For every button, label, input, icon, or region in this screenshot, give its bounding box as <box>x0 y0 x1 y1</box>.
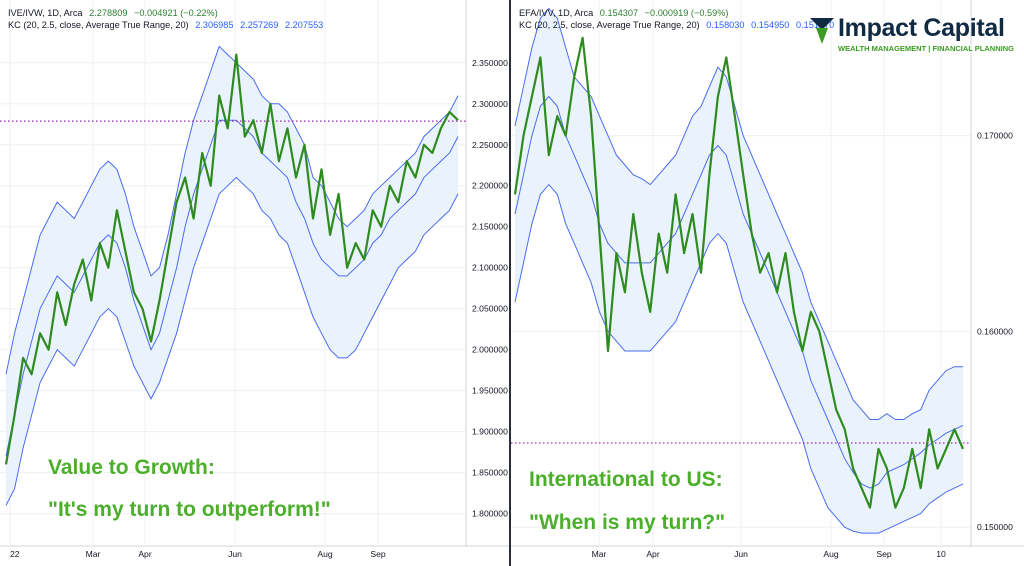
legend-kc-lower-left: 2.207553 <box>284 20 324 30</box>
left-y-tick-label-3: 2.200000 <box>472 181 508 191</box>
right-x-tick-label-5: 10 <box>936 549 946 559</box>
left-x-tick-label-5: Sep <box>370 549 386 559</box>
right-x-tick-label-1: Apr <box>646 549 660 559</box>
left-kc-upper-line <box>5 45 459 375</box>
legend-symbol-row-right: EFA/IVV, 1D, Arca 0.154307 −0.000919 (−0… <box>519 7 732 19</box>
right-x-tick-label-4: Sep <box>876 549 892 559</box>
legend-last-right: 0.154307 <box>599 8 639 18</box>
company-logo: Impact Capital WEALTH MANAGEMENT | FINAN… <box>808 14 1018 58</box>
left-y-tick-label-11: 1.800000 <box>472 509 508 519</box>
left-y-tick-label-9: 1.900000 <box>472 427 508 437</box>
right-price-line <box>513 36 965 509</box>
headline-left-1: Value to Growth: <box>48 456 215 479</box>
left-x-tick-label-3: Jun <box>228 549 242 559</box>
legend-kc-upper-left: 2.306985 <box>195 20 234 30</box>
legend-indicator-left: KC (20, 2.5, close, Average True Range, … <box>8 20 189 30</box>
left-y-tick-label-6: 2.050000 <box>472 304 508 314</box>
logo-name: Impact Capital <box>838 14 1005 42</box>
legend-kc-lower-right: 0.151870 <box>795 20 835 30</box>
right-kc-lower-line <box>514 183 964 534</box>
right-y-tick-label-1: 0.160000 <box>977 326 1013 336</box>
logo-mark-icon <box>810 18 834 44</box>
legend-indicator-row-left: KC (20, 2.5, close, Average True Range, … <box>8 19 327 31</box>
right-x-tick-label-2: Jun <box>734 549 748 559</box>
legend-kc-basis-left: 2.257269 <box>240 20 279 30</box>
legend-kc-basis-right: 0.154950 <box>751 20 790 30</box>
legend-change-left: −0.004921 (−0.22%) <box>134 8 218 18</box>
left-keltner-channel-fill <box>6 46 458 506</box>
left-x-tick-label-1: Mar <box>86 549 101 559</box>
left-x-tick-label-2: Apr <box>138 549 152 559</box>
left-y-tick-label-1: 2.300000 <box>472 99 508 109</box>
headline-right-1: International to US: <box>529 468 723 491</box>
panel-divider <box>509 0 511 566</box>
headline-left-2: "It's my turn to outperform!" <box>48 498 331 521</box>
legend-kc-upper-right: 0.158030 <box>706 20 745 30</box>
chart-panel-left: 2.350000 2.300000 2.250000 2.200000 2.150000… <box>0 0 509 566</box>
left-y-tick-label-4: 2.150000 <box>472 222 508 232</box>
legend-symbol-left: IVE/IVW, 1D, Arca <box>8 8 83 18</box>
legend-change-right: −0.000919 (−0.59%) <box>644 8 729 18</box>
left-y-tick-label-10: 1.850000 <box>472 468 508 478</box>
right-y-tick-label-2: 0.150000 <box>977 522 1013 532</box>
left-y-tick-label-8: 1.950000 <box>472 386 508 396</box>
right-keltner-channel-fill <box>515 8 963 534</box>
left-y-tick-label-7: 2.000000 <box>472 345 508 355</box>
left-y-tick-label-2: 2.250000 <box>472 140 508 150</box>
chart-left-svg: 2.350000 2.300000 2.250000 2.200000 2.150000… <box>0 0 509 559</box>
right-y-tick-label-0: 0.170000 <box>977 131 1013 141</box>
right-x-tick-label-3: Aug <box>823 549 839 559</box>
legend-indicator-right: KC (20, 2.5, close, Average True Range, … <box>519 20 700 30</box>
right-x-tick-label-0: Mar <box>592 549 607 559</box>
left-kc-lower-line <box>5 176 459 506</box>
left-kc-basis-line <box>5 119 459 457</box>
legend-last-left: 2.278809 <box>89 8 128 18</box>
chart-right-svg: 0.170000 0.160000 0.150000 Mar Apr Jun Aug Sep 1… <box>511 0 1024 559</box>
chart-panel-right: 0.170000 0.160000 0.150000 Mar Apr Jun Aug Sep 1… <box>511 0 1024 566</box>
left-x-tick-label-0: 22 <box>10 549 20 559</box>
left-x-tick-label-4: Aug <box>317 549 333 559</box>
left-price-line <box>4 53 459 465</box>
headline-right-2: "When is my turn?" <box>529 511 726 534</box>
legend-symbol-right: EFA/IVV, 1D, Arca <box>519 8 594 18</box>
legend-symbol-row-left: IVE/IVW, 1D, Arca 2.278809 −0.004921 (−0… <box>8 7 222 19</box>
left-y-tick-label-0: 2.350000 <box>472 58 508 68</box>
left-y-tick-label-5: 2.100000 <box>472 263 508 273</box>
legend-indicator-row-right: KC (20, 2.5, close, Average True Range, … <box>519 19 838 31</box>
logo-tagline: WEALTH MANAGEMENT | FINANCIAL PLANNING <box>838 44 1014 53</box>
